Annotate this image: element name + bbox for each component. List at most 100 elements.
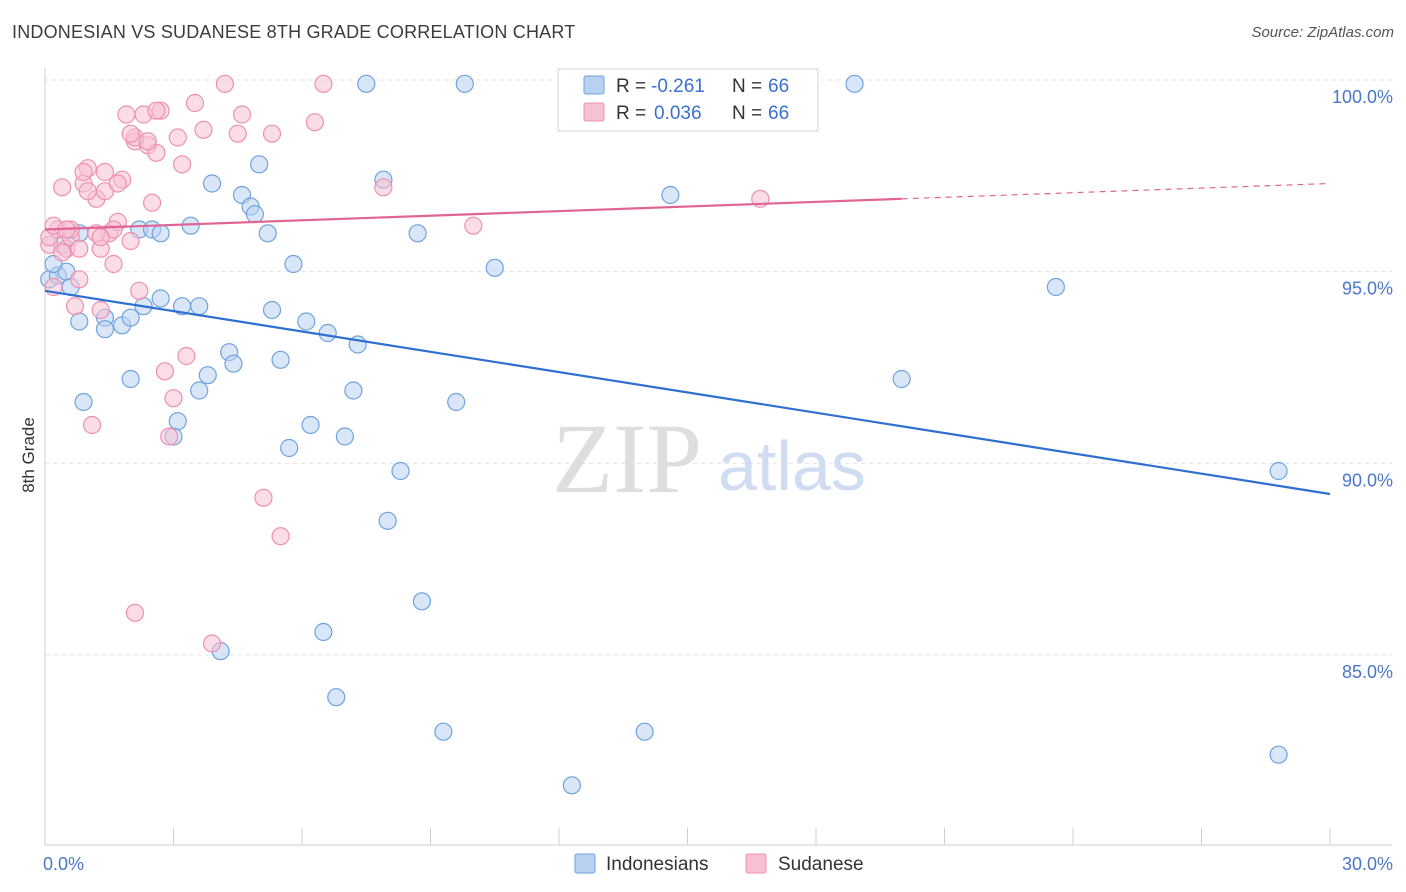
indonesian-point-28 [224,354,243,373]
indonesian-point-9 [95,320,115,339]
series-legend: Indonesians Sudanese [574,853,864,875]
sudanese-point-26 [155,362,175,381]
grid [45,79,1392,656]
sudanese-point-28 [164,389,183,408]
indonesian-point-23 [190,381,209,400]
sudanese-point-63 [138,132,157,151]
indonesian-point-6 [74,392,93,412]
sudanese-point-56 [70,239,89,258]
indonesian-point-11 [121,369,140,389]
watermark-zip: ZIP [552,403,702,514]
sudanese-point-44 [464,216,483,235]
legend-n-value-0: 66 [768,76,789,97]
legend: R = -0.261 N = 66 R = 0.036 N = 66 [557,68,819,132]
sudanese-point-58 [91,228,110,247]
y-tick-label-3: 85.0% [1342,662,1393,682]
x-tick-label-1: 30.0% [1342,854,1393,874]
indonesian-point-58 [661,185,680,205]
sudanese-point-3 [53,178,72,197]
sudanese-point-23 [142,193,162,212]
indonesian-point-32 [250,155,269,174]
indonesian-point-22 [190,297,209,316]
indonesian-point-43 [335,427,354,446]
indonesian-point-54 [455,74,474,93]
legend-n-value-1: 66 [768,103,789,124]
indonesian-point-36 [280,438,299,458]
indonesian-point-38 [297,312,316,331]
indonesian-point-33 [258,224,277,243]
indonesian-point-61 [892,369,911,389]
series-label-indonesians: Indonesians [606,854,708,875]
indonesian-point-37 [284,254,303,274]
x-tick-labels: 0.0% 30.0% [43,854,1393,874]
indonesian-point-31 [245,205,264,224]
indonesian-point-55 [485,258,504,277]
indonesian-point-57 [635,722,654,741]
sudanese-point-52 [53,243,72,262]
sudanese-point-27 [160,427,179,446]
sudanese-point-15 [104,254,123,274]
sudanese-point-65 [74,162,93,182]
indonesian-point-41 [318,323,337,343]
indonesian-point-51 [412,592,432,611]
chart-title: INDONESIAN VS SUDANESE 8TH GRADE CORRELA… [12,22,576,42]
indonesian-point-60 [845,74,864,93]
sudanese-point-54 [147,101,166,120]
indonesian-trend-line [44,289,1331,496]
indonesian-point-25 [202,174,222,193]
source-label: Source: ZipAtlas.com [1251,24,1394,41]
indonesian-point-12 [121,308,140,327]
sudanese-point-20 [130,281,149,300]
sudanese-point-62 [117,105,136,124]
sudanese-point-31 [177,346,196,366]
sudanese-point-12 [91,300,110,320]
sudanese-point-51 [121,124,140,143]
sudanese-point-50 [108,174,127,193]
indonesian-point-34 [262,300,282,320]
sudanese-point-61 [95,162,115,182]
sudanese-point-37 [232,105,252,124]
y-tick-label-0: 100.0% [1332,87,1393,107]
y-axis-label: 8th Grade [19,417,38,493]
indonesian-point-48 [378,511,397,530]
sudanese-point-49 [78,182,97,201]
indonesian-point-53 [447,392,466,412]
indonesian-point-19 [168,412,187,431]
watermark-atlas: atlas [718,427,866,505]
y-tick-labels: 100.0% 95.0% 90.0% 85.0% [1332,87,1393,682]
sudanese-point-18 [121,231,140,251]
indonesian-point-40 [314,622,333,642]
y-tick-label-1: 95.0% [1342,279,1393,299]
sudanese-point-7 [70,270,89,289]
sudanese-point-29 [168,128,187,147]
y-tick-label-2: 90.0% [1342,470,1393,490]
sudanese-point-33 [194,120,213,139]
indonesian-point-21 [181,216,200,235]
sudanese-point-30 [172,155,192,174]
watermark: ZIP atlas [552,403,866,514]
series-swatch-indonesians [574,853,596,874]
indonesian-point-56 [562,776,581,795]
indonesian-point-24 [198,366,217,385]
indonesian-point-52 [434,722,453,741]
sudanese-point-6 [65,297,85,316]
series-swatch-sudanese [745,853,767,874]
axes [44,68,1392,846]
x-tick-label-0: 0.0% [43,854,84,874]
sudanese-point-42 [314,74,333,93]
trend-lines [44,182,1331,496]
legend-swatch-sudanese [583,102,605,122]
indonesian-point-16 [151,224,170,243]
sudanese-point-59 [125,603,145,622]
sudanese-point-36 [228,124,247,143]
indonesian-point-35 [271,350,290,369]
sudanese-point-39 [262,124,282,143]
indonesian-point-62 [1046,277,1065,297]
legend-r-value-1: 0.036 [654,103,702,124]
legend-swatch-indonesians [583,75,605,95]
sudanese-point-35 [215,74,234,93]
legend-n-label-1: N = [732,103,762,124]
legend-r-label-1: R = [616,103,646,124]
indonesian-point-7 [70,312,89,331]
